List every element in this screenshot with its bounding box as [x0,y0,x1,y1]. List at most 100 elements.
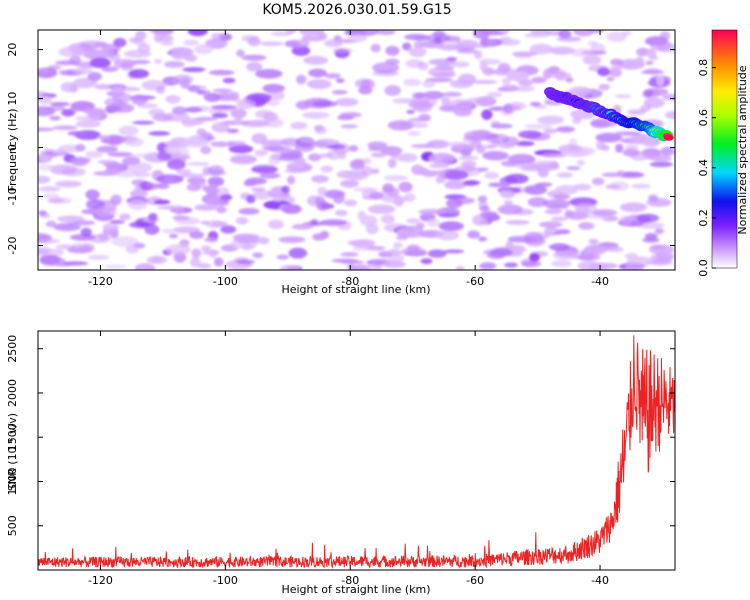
heatmap-cell [109,210,118,215]
heatmap-cell [558,30,572,39]
heatmap-cell [482,151,509,161]
heatmap-cell [466,97,494,104]
heatmap-cell [417,167,429,176]
bottom-y-axis-label: SNR (10 * v/v) [6,413,19,491]
heatmap-cell [211,221,228,227]
heatmap-cell [97,232,109,241]
bottom-x-tick-label: -60 [466,574,484,587]
heatmap-cell [317,153,334,158]
heatmap-cell [191,248,202,259]
heatmap-cell [616,170,625,177]
heatmap-cell [444,180,467,190]
heatmap-cell [96,145,119,153]
heatmap-cell [573,30,595,37]
heatmap-cell [363,157,372,165]
heatmap-cell [473,50,483,59]
bottom-x-tick-label: -120 [88,574,113,587]
heatmap-cell [367,204,396,214]
heatmap-cell [563,148,589,158]
heatmap-cell [410,97,430,105]
heatmap-cell [429,162,450,169]
heatmap-cell [184,106,202,113]
heatmap-cell [182,137,210,148]
heatmap-cell [107,135,122,147]
heatmap-cell [210,104,238,110]
heatmap-cell [635,56,645,66]
heatmap-cell [38,164,55,171]
heatmap-cell [131,94,148,105]
heatmap-cell [504,262,518,268]
heatmap-cell [509,244,526,254]
heatmap-cell [104,97,124,108]
heatmap-cell [103,221,114,231]
heatmap-cell [455,39,479,49]
heatmap-cell [506,104,521,111]
heatmap-cell [598,83,610,91]
heatmap-cell [260,139,289,146]
heatmap-cell [650,40,673,52]
heatmap-cell [216,206,227,214]
heatmap-cell [360,215,378,227]
heatmap-cell [456,49,480,54]
heatmap-cell [503,200,513,205]
heatmap-cell [402,42,412,51]
heatmap-cell [192,179,207,189]
heatmap-cell [290,121,308,130]
heatmap-cell [38,210,47,216]
heatmap-cell [67,131,88,136]
heatmap-cell [472,30,491,39]
colorbar-gradient [711,29,738,269]
heatmap-cell [207,176,225,187]
heatmap-cell [486,70,505,75]
heatmap-cell [252,190,272,200]
heatmap-cell [489,248,513,257]
bottom-y-tick-label: 2500 [6,335,19,363]
heatmap-cell [340,124,358,129]
heatmap-cell [394,153,410,162]
heatmap-cell [187,30,208,37]
heatmap-cell [538,221,563,228]
heatmap-cell [544,209,563,215]
heatmap-cell [75,143,86,152]
heatmap-cell [235,216,249,225]
heatmap-cell [543,199,571,209]
heatmap-cell [400,247,427,257]
heatmap-cell [296,74,307,85]
heatmap-cell [61,109,75,117]
heatmap-cell [352,246,373,252]
heatmap-cell [483,40,497,45]
heatmap-cell [543,128,558,134]
snr-panel: -120 -100 -80 -60 -40 500 1000 1500 2000 2500 Hei… [6,330,676,596]
heatmap-cell [649,161,674,168]
heatmap-cell [597,67,611,77]
heatmap-cell [408,46,427,58]
heatmap-cell [285,30,297,35]
heatmap-cell [504,173,529,184]
heatmap-cell [418,208,445,215]
heatmap-cell [427,249,447,258]
heatmap-cell [404,33,429,41]
heatmap-cell [197,263,211,269]
heatmap-cell [481,109,493,120]
heatmap-cell [656,75,665,86]
heatmap-cell [367,141,388,150]
heatmap-cell [331,89,348,95]
heatmap-cell [38,95,52,105]
heatmap-cell [110,194,122,206]
heatmap-cell [82,49,110,60]
heatmap-cell [85,189,100,200]
heatmap-cell [236,49,245,58]
heatmap-cell [128,69,149,79]
heatmap-cell [38,186,61,192]
heatmap-cell [213,257,224,267]
heatmap-cell [477,195,488,203]
heatmap-cell [438,221,464,231]
heatmap-cell [403,78,422,87]
heatmap-cell [104,264,127,269]
heatmap-cell [254,109,275,119]
heatmap-cell [642,237,660,243]
heatmap-cell [97,135,111,140]
heatmap-cell [312,233,327,241]
heatmap-cell [319,219,348,226]
